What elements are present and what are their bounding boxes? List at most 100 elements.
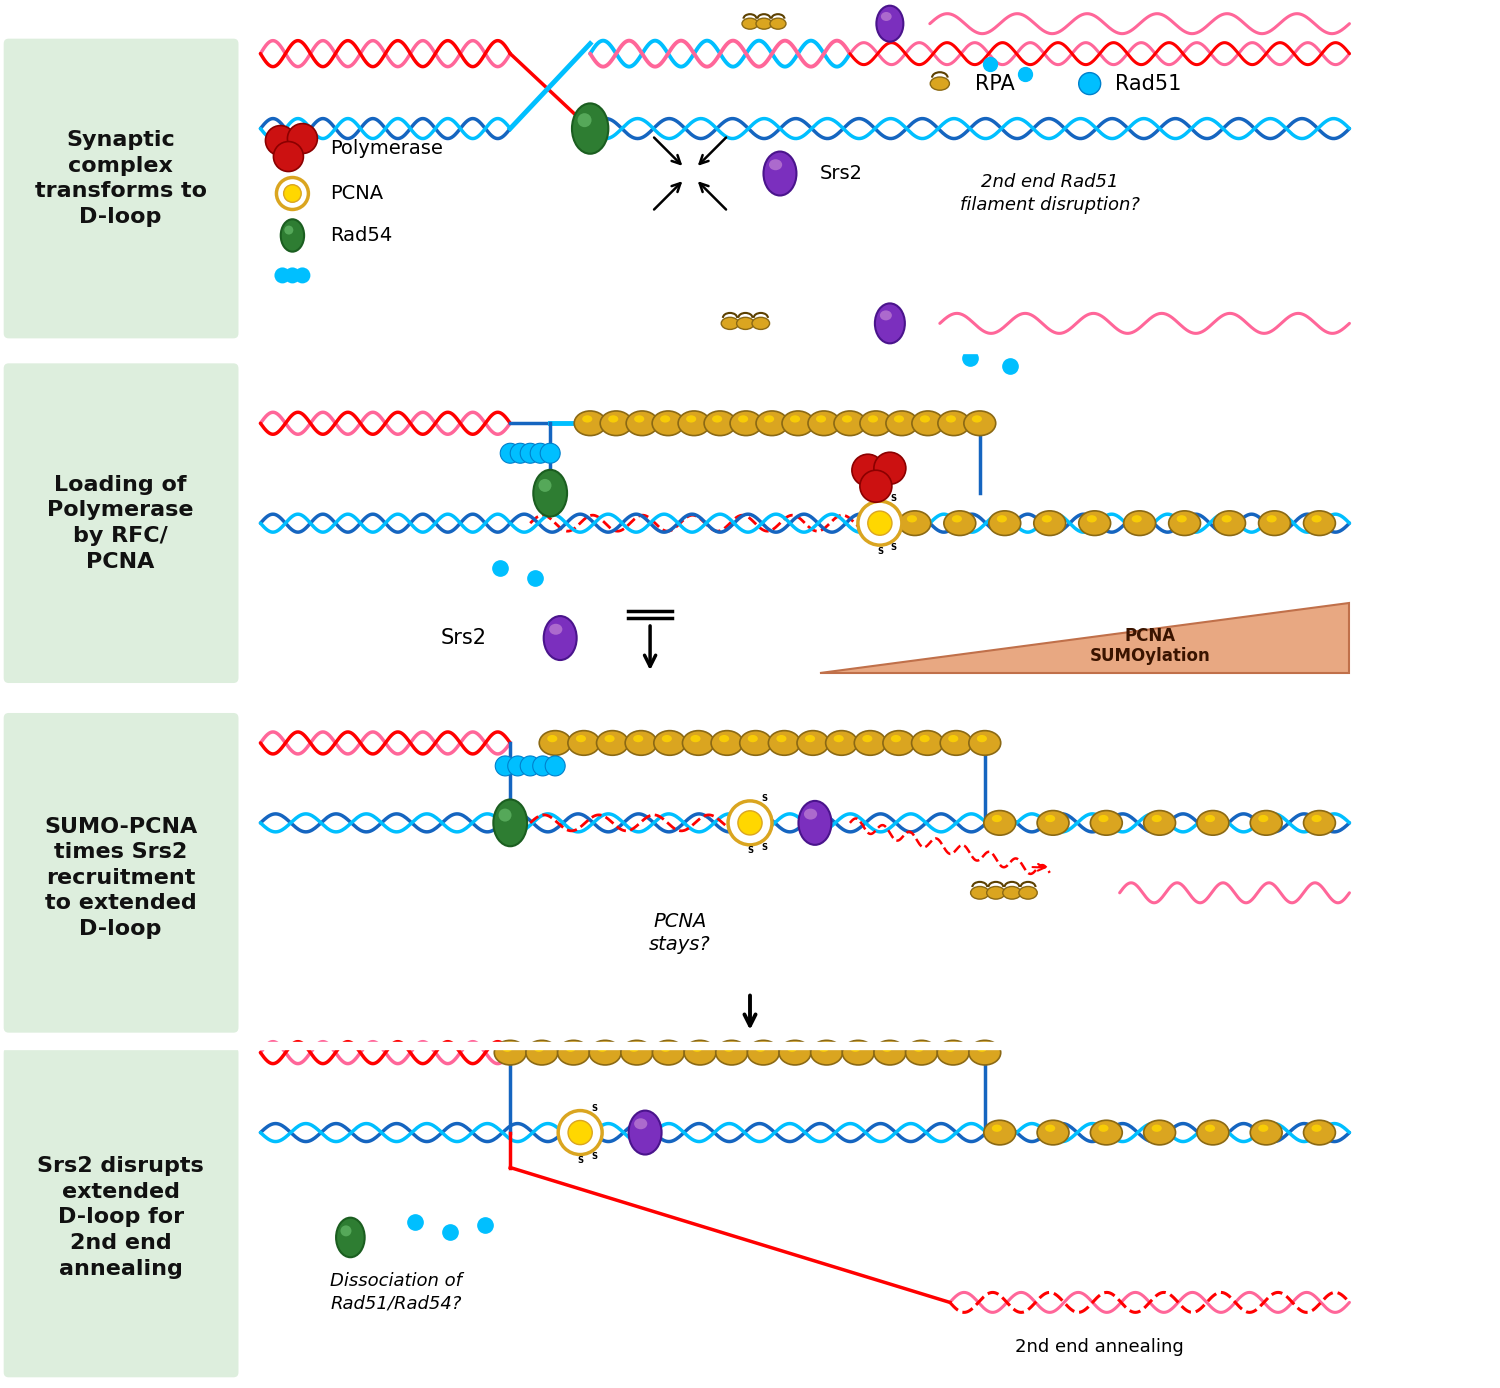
Text: S: S [891, 494, 897, 504]
Ellipse shape [718, 736, 729, 743]
Ellipse shape [1176, 515, 1186, 522]
Circle shape [859, 471, 892, 502]
Ellipse shape [843, 1041, 874, 1065]
Ellipse shape [1152, 1124, 1162, 1131]
Ellipse shape [976, 1045, 987, 1052]
Ellipse shape [944, 511, 975, 536]
Ellipse shape [952, 515, 962, 522]
FancyBboxPatch shape [3, 39, 238, 339]
FancyBboxPatch shape [3, 1048, 238, 1377]
Ellipse shape [988, 511, 1020, 536]
Polygon shape [821, 604, 1350, 673]
Ellipse shape [855, 730, 886, 755]
Circle shape [294, 268, 310, 283]
Ellipse shape [660, 415, 670, 422]
Ellipse shape [886, 411, 918, 436]
Ellipse shape [898, 511, 932, 536]
Circle shape [852, 454, 883, 486]
Ellipse shape [825, 730, 858, 755]
Ellipse shape [1098, 1124, 1108, 1131]
Ellipse shape [930, 76, 950, 90]
Circle shape [530, 443, 550, 464]
Ellipse shape [1152, 815, 1162, 822]
Circle shape [1078, 72, 1101, 94]
Ellipse shape [778, 1041, 812, 1065]
Ellipse shape [1204, 1124, 1215, 1131]
Text: SUMO-PCNA
times Srs2
recruitment
to extended
D-loop: SUMO-PCNA times Srs2 recruitment to exte… [44, 816, 196, 940]
Ellipse shape [548, 736, 558, 743]
Ellipse shape [891, 736, 902, 743]
Circle shape [738, 811, 762, 836]
Ellipse shape [538, 479, 552, 491]
Circle shape [544, 756, 566, 776]
Ellipse shape [972, 415, 982, 422]
Ellipse shape [756, 411, 788, 436]
Circle shape [858, 501, 901, 545]
Text: Rad51: Rad51 [1114, 74, 1180, 93]
Ellipse shape [804, 809, 818, 819]
Text: 2nd end annealing: 2nd end annealing [1016, 1338, 1184, 1356]
Ellipse shape [1221, 515, 1232, 522]
Ellipse shape [742, 18, 758, 29]
Ellipse shape [712, 415, 722, 422]
Ellipse shape [964, 411, 996, 436]
Ellipse shape [600, 411, 632, 436]
Text: RPA: RPA [975, 74, 1014, 93]
Ellipse shape [597, 730, 628, 755]
Ellipse shape [984, 811, 1016, 836]
Ellipse shape [938, 411, 969, 436]
Ellipse shape [690, 736, 700, 743]
Ellipse shape [582, 415, 592, 422]
Ellipse shape [920, 736, 930, 743]
Ellipse shape [752, 318, 770, 329]
Ellipse shape [711, 730, 742, 755]
Ellipse shape [940, 730, 972, 755]
Ellipse shape [678, 411, 710, 436]
Circle shape [507, 756, 528, 776]
Ellipse shape [1266, 515, 1276, 522]
Ellipse shape [1034, 511, 1065, 536]
Ellipse shape [1251, 1120, 1282, 1145]
Ellipse shape [998, 515, 1006, 522]
Ellipse shape [1086, 515, 1096, 522]
Ellipse shape [764, 415, 774, 422]
Ellipse shape [768, 730, 800, 755]
Ellipse shape [660, 1045, 670, 1052]
Ellipse shape [654, 730, 686, 755]
Ellipse shape [1036, 811, 1070, 836]
Ellipse shape [1204, 815, 1215, 822]
Ellipse shape [684, 1041, 716, 1065]
Text: Srs2: Srs2 [441, 627, 486, 648]
Ellipse shape [906, 1041, 938, 1065]
Ellipse shape [764, 151, 796, 196]
Ellipse shape [868, 415, 877, 422]
Ellipse shape [723, 1045, 734, 1052]
Ellipse shape [819, 1045, 830, 1052]
Ellipse shape [1004, 887, 1022, 899]
Ellipse shape [880, 12, 891, 21]
Ellipse shape [716, 1041, 747, 1065]
Ellipse shape [604, 736, 615, 743]
Ellipse shape [1304, 511, 1335, 536]
Ellipse shape [796, 730, 830, 755]
FancyBboxPatch shape [3, 713, 238, 1033]
Ellipse shape [1214, 511, 1245, 536]
Ellipse shape [1131, 515, 1142, 522]
Ellipse shape [634, 1119, 648, 1130]
Ellipse shape [1197, 811, 1228, 836]
Ellipse shape [494, 799, 526, 847]
Ellipse shape [686, 415, 696, 422]
Ellipse shape [738, 415, 748, 422]
Circle shape [495, 756, 514, 776]
Ellipse shape [1036, 1120, 1070, 1145]
Text: Synaptic
complex
transforms to
D-loop: Synaptic complex transforms to D-loop [34, 130, 207, 226]
Ellipse shape [704, 411, 736, 436]
Ellipse shape [859, 411, 892, 436]
Ellipse shape [1197, 1120, 1228, 1145]
Ellipse shape [574, 411, 606, 436]
Ellipse shape [834, 736, 844, 743]
Ellipse shape [662, 736, 672, 743]
Ellipse shape [914, 1045, 924, 1052]
Circle shape [266, 125, 296, 155]
Text: S: S [591, 1103, 597, 1113]
